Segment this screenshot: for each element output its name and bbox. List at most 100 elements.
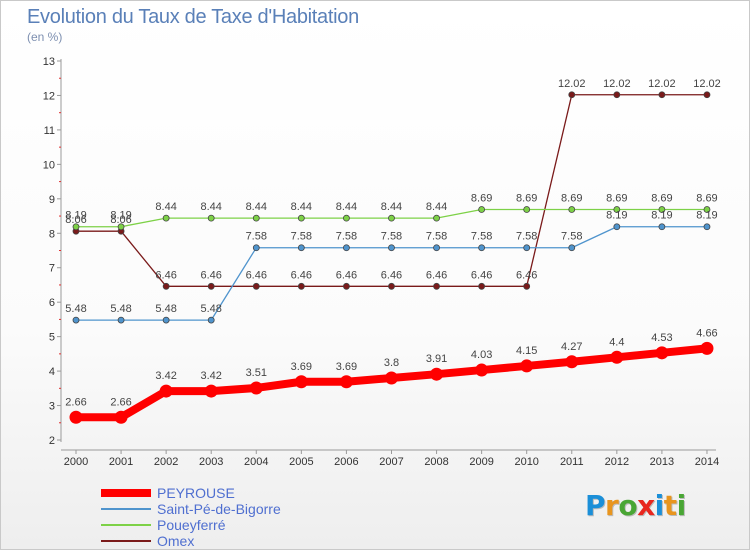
y-tick-label: 13 — [43, 56, 55, 68]
data-label: 7.58 — [381, 231, 402, 243]
data-label: 5.48 — [200, 303, 221, 315]
data-point — [520, 359, 534, 373]
data-label: 8.19 — [65, 210, 86, 222]
data-label: 8.06 — [65, 214, 86, 226]
data-label: 4.27 — [561, 341, 582, 353]
y-tick-label: 3 — [49, 401, 55, 413]
x-tick-label: 2012 — [605, 456, 629, 468]
data-label: 6.46 — [381, 269, 402, 281]
data-point — [430, 367, 444, 381]
data-point — [658, 206, 666, 213]
data-label: 8.69 — [516, 192, 537, 204]
y-tick-label: 6 — [49, 297, 55, 309]
data-point — [703, 91, 711, 99]
data-label: 12.02 — [603, 78, 631, 90]
data-point — [72, 316, 80, 324]
data-label: 7.58 — [291, 231, 312, 243]
data-label: 7.58 — [471, 231, 492, 243]
data-label: 8.69 — [696, 192, 717, 204]
data-label: 8.19 — [651, 210, 672, 222]
data-label: 8.44 — [291, 201, 312, 213]
data-label: 7.58 — [336, 231, 357, 243]
data-point — [565, 355, 579, 369]
data-label: 8.44 — [155, 201, 176, 213]
data-label: 8.44 — [336, 201, 357, 213]
data-point — [568, 91, 576, 99]
data-point — [343, 244, 350, 252]
data-point — [384, 371, 398, 385]
legend-label: Saint-Pé-de-Bigorre — [157, 501, 281, 517]
data-point — [294, 375, 308, 389]
legend-label: Poueyferré — [157, 517, 226, 533]
x-tick-label: 2013 — [650, 456, 674, 468]
data-point — [204, 384, 218, 398]
logo-letter: t — [663, 489, 677, 522]
data-label: 12.02 — [558, 78, 586, 90]
data-point — [523, 244, 531, 252]
data-point — [297, 244, 305, 252]
series-lines — [69, 91, 714, 424]
data-point — [613, 223, 621, 231]
data-point — [69, 410, 83, 424]
data-label: 8.19 — [696, 210, 717, 222]
y-tick-label: 5 — [49, 332, 55, 344]
y-tick-label: 10 — [43, 159, 55, 171]
x-tick-label: 2000 — [64, 456, 88, 468]
x-tick-label: 2005 — [289, 456, 313, 468]
data-label: 4.03 — [471, 349, 492, 361]
data-label: 6.46 — [426, 269, 447, 281]
data-label: 2.66 — [110, 396, 131, 408]
data-point — [117, 316, 125, 324]
axes: 2 3 4 5 6 7 8 9 10 11 12 13 2000 2001 2002 2003 2004 2005… — [43, 56, 719, 468]
data-label: 2.66 — [65, 396, 86, 408]
data-label: 8.69 — [651, 192, 672, 204]
legend: PEYROUSE Saint-Pé-de-Bigorre Poueyferré Ome… — [101, 485, 341, 549]
data-point — [613, 91, 621, 99]
x-tick-label: 2009 — [469, 456, 493, 468]
data-point — [207, 214, 215, 222]
legend-item: PEYROUSE — [101, 485, 341, 501]
logo-letter: o — [618, 489, 638, 522]
data-point — [388, 244, 395, 252]
data-point — [339, 375, 353, 389]
x-tick-label: 2002 — [154, 456, 178, 468]
line-chart: 2 3 4 5 6 7 8 9 10 11 12 13 2000 2001 2002 2003 2004 2005… — [43, 56, 721, 468]
x-tick-label: 2003 — [199, 456, 223, 468]
chart-unit-label: (en %) — [27, 30, 63, 44]
data-point — [252, 282, 260, 290]
y-tick-label: 9 — [49, 194, 55, 206]
data-label: 4.15 — [516, 345, 537, 357]
data-label: 7.58 — [246, 231, 267, 243]
legend-item: Saint-Pé-de-Bigorre — [101, 501, 341, 517]
y-tick-label: 11 — [44, 125, 55, 137]
series-line-3 — [75, 94, 708, 287]
data-point — [117, 223, 125, 231]
data-label: 8.44 — [381, 201, 402, 213]
logo-letter: i — [654, 489, 665, 522]
data-point — [207, 282, 215, 290]
data-label: 8.44 — [200, 201, 221, 213]
data-point — [433, 214, 440, 222]
data-label: 6.46 — [155, 269, 176, 281]
x-tick-label: 2011 — [560, 456, 584, 468]
y-tick-label: 12 — [43, 90, 55, 102]
data-point — [523, 206, 531, 213]
legend-item: Omex — [101, 533, 341, 549]
data-label: 3.51 — [246, 367, 267, 379]
data-point — [703, 223, 711, 231]
data-point — [297, 214, 305, 222]
x-tick-label: 2004 — [244, 456, 268, 468]
data-point — [114, 410, 128, 424]
data-point — [252, 214, 260, 222]
data-point — [655, 346, 669, 360]
data-label: 3.69 — [291, 361, 312, 373]
logo-letter: i — [676, 489, 687, 522]
data-point — [478, 244, 486, 252]
y-tick-label: 8 — [49, 228, 55, 240]
data-label: 8.69 — [471, 192, 492, 204]
x-tick-label: 2008 — [424, 456, 448, 468]
chart-title: Evolution du Taux de Taxe d'Habitation — [27, 6, 359, 28]
data-label: 3.69 — [336, 361, 357, 373]
legend-swatch — [101, 489, 151, 497]
